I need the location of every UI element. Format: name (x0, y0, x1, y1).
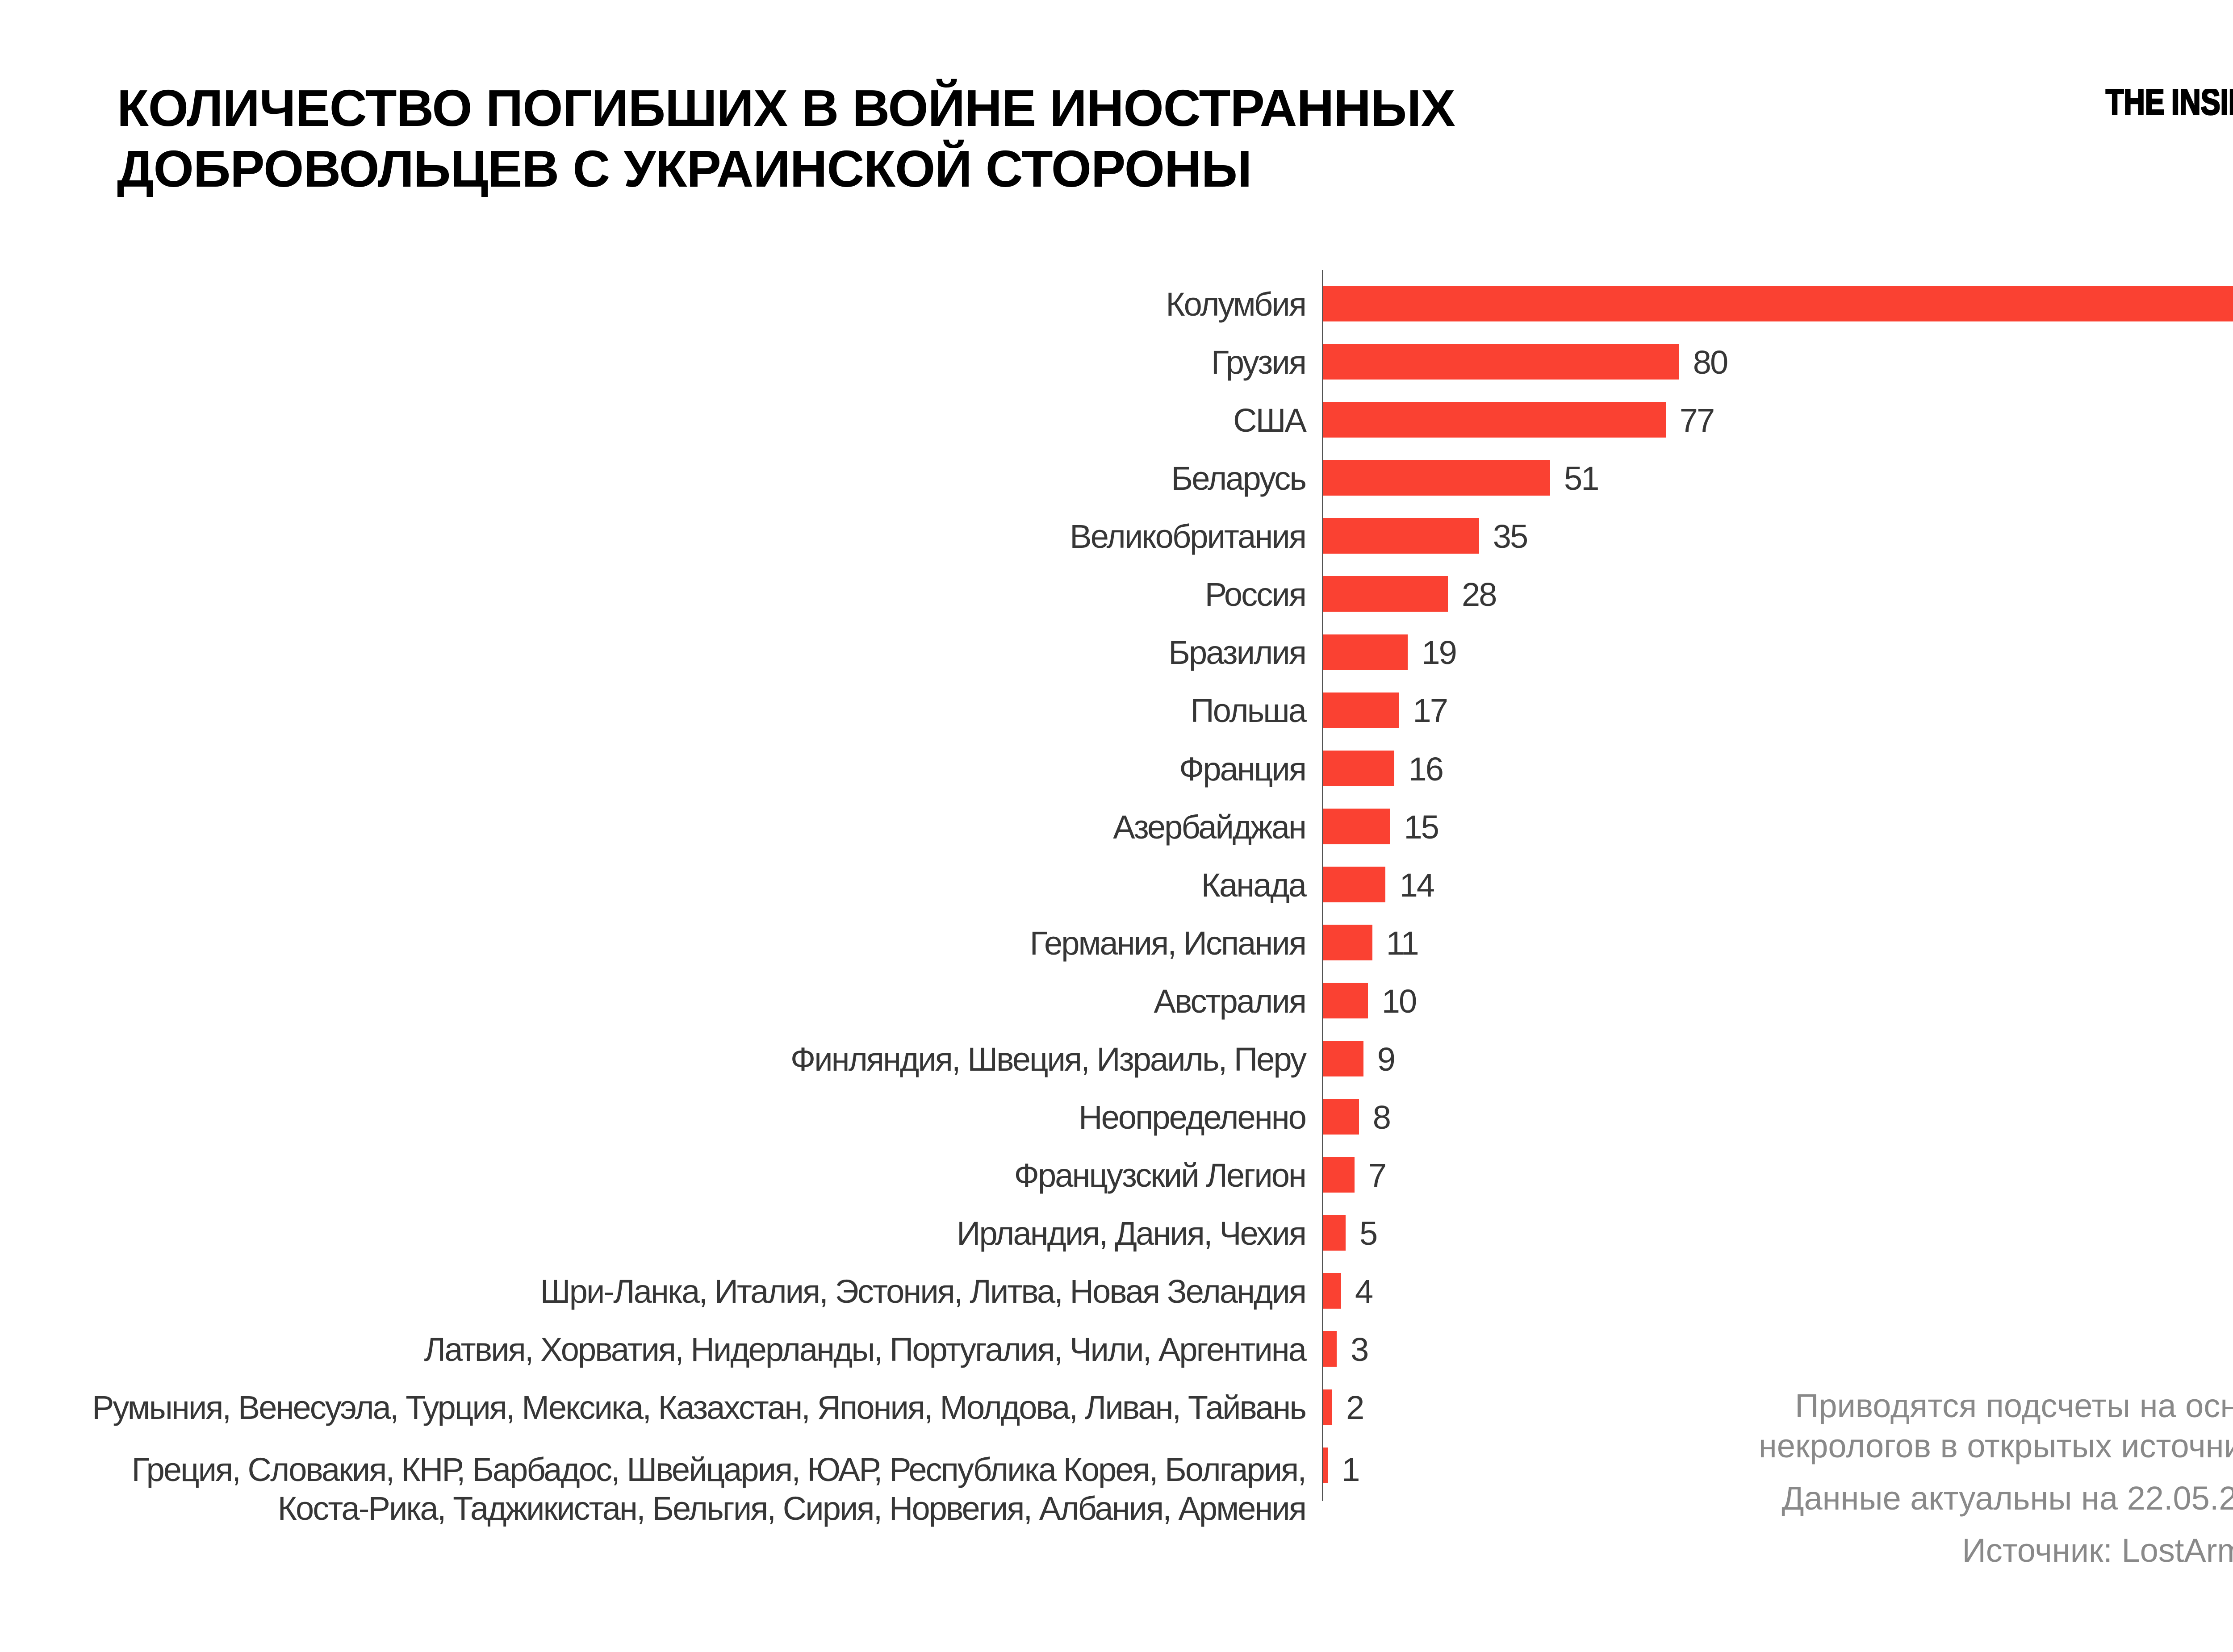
svg-text:THE INSIDER: THE INSIDER (2106, 89, 2233, 116)
